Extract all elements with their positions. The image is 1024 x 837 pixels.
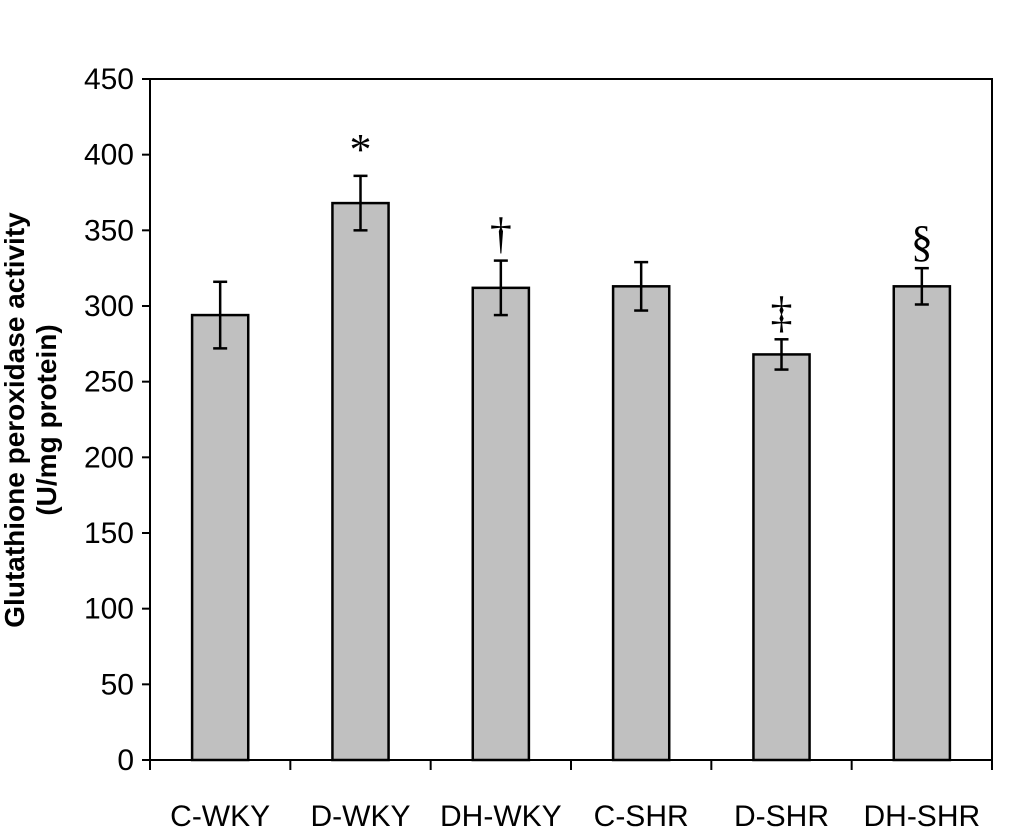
y-tick-label: 200 (84, 441, 134, 474)
x-category-label: DH-SHR (863, 800, 980, 833)
x-category-label: D-SHR (734, 800, 829, 833)
x-category-label: C-WKY (170, 800, 270, 833)
significance-mark: † (490, 210, 512, 259)
bar-c-shr (611, 285, 671, 762)
y-tick-label: 450 (84, 63, 134, 96)
y-tick-label: 50 (101, 668, 134, 701)
x-category-label: DH-WKY (440, 800, 562, 833)
significance-mark: ‡ (771, 288, 793, 337)
x-category-label: C-SHR (594, 800, 689, 833)
y-tick-label: 300 (84, 290, 134, 323)
y-tick-label: 100 (84, 593, 134, 626)
bar-c-wky (190, 313, 250, 762)
bar-dh-wky (471, 286, 531, 762)
y-axis-title-line-1: Glutathione peroxidase activity (0, 212, 30, 628)
bar-dh-shr (892, 285, 952, 762)
y-tick-label: 150 (84, 517, 134, 550)
x-category-label: D-WKY (311, 800, 411, 833)
plot-frame (149, 78, 993, 761)
y-tick-label: 250 (84, 366, 134, 399)
significance-mark: § (911, 217, 933, 266)
significance-mark: * (350, 125, 372, 174)
bar-d-shr (752, 353, 811, 762)
significance-annotations: * † ‡ § (350, 125, 933, 337)
y-tick-label: 0 (117, 744, 134, 777)
bars (190, 201, 952, 762)
x-axis-categories: C-WKY D-WKY DH-WKY C-SHR D-SHR DH-SHR (149, 760, 993, 833)
y-axis-ticks: 0 50 100 150 200 250 300 350 400 450 (84, 63, 150, 777)
y-tick-label: 350 (84, 214, 134, 247)
y-axis-title-line-2: (U/mg protein) (31, 324, 62, 515)
y-axis-title: Glutathione peroxidase activity (U/mg pr… (0, 212, 62, 628)
bar-d-wky (331, 201, 390, 762)
y-tick-label: 400 (84, 139, 134, 172)
error-bars (213, 174, 929, 371)
